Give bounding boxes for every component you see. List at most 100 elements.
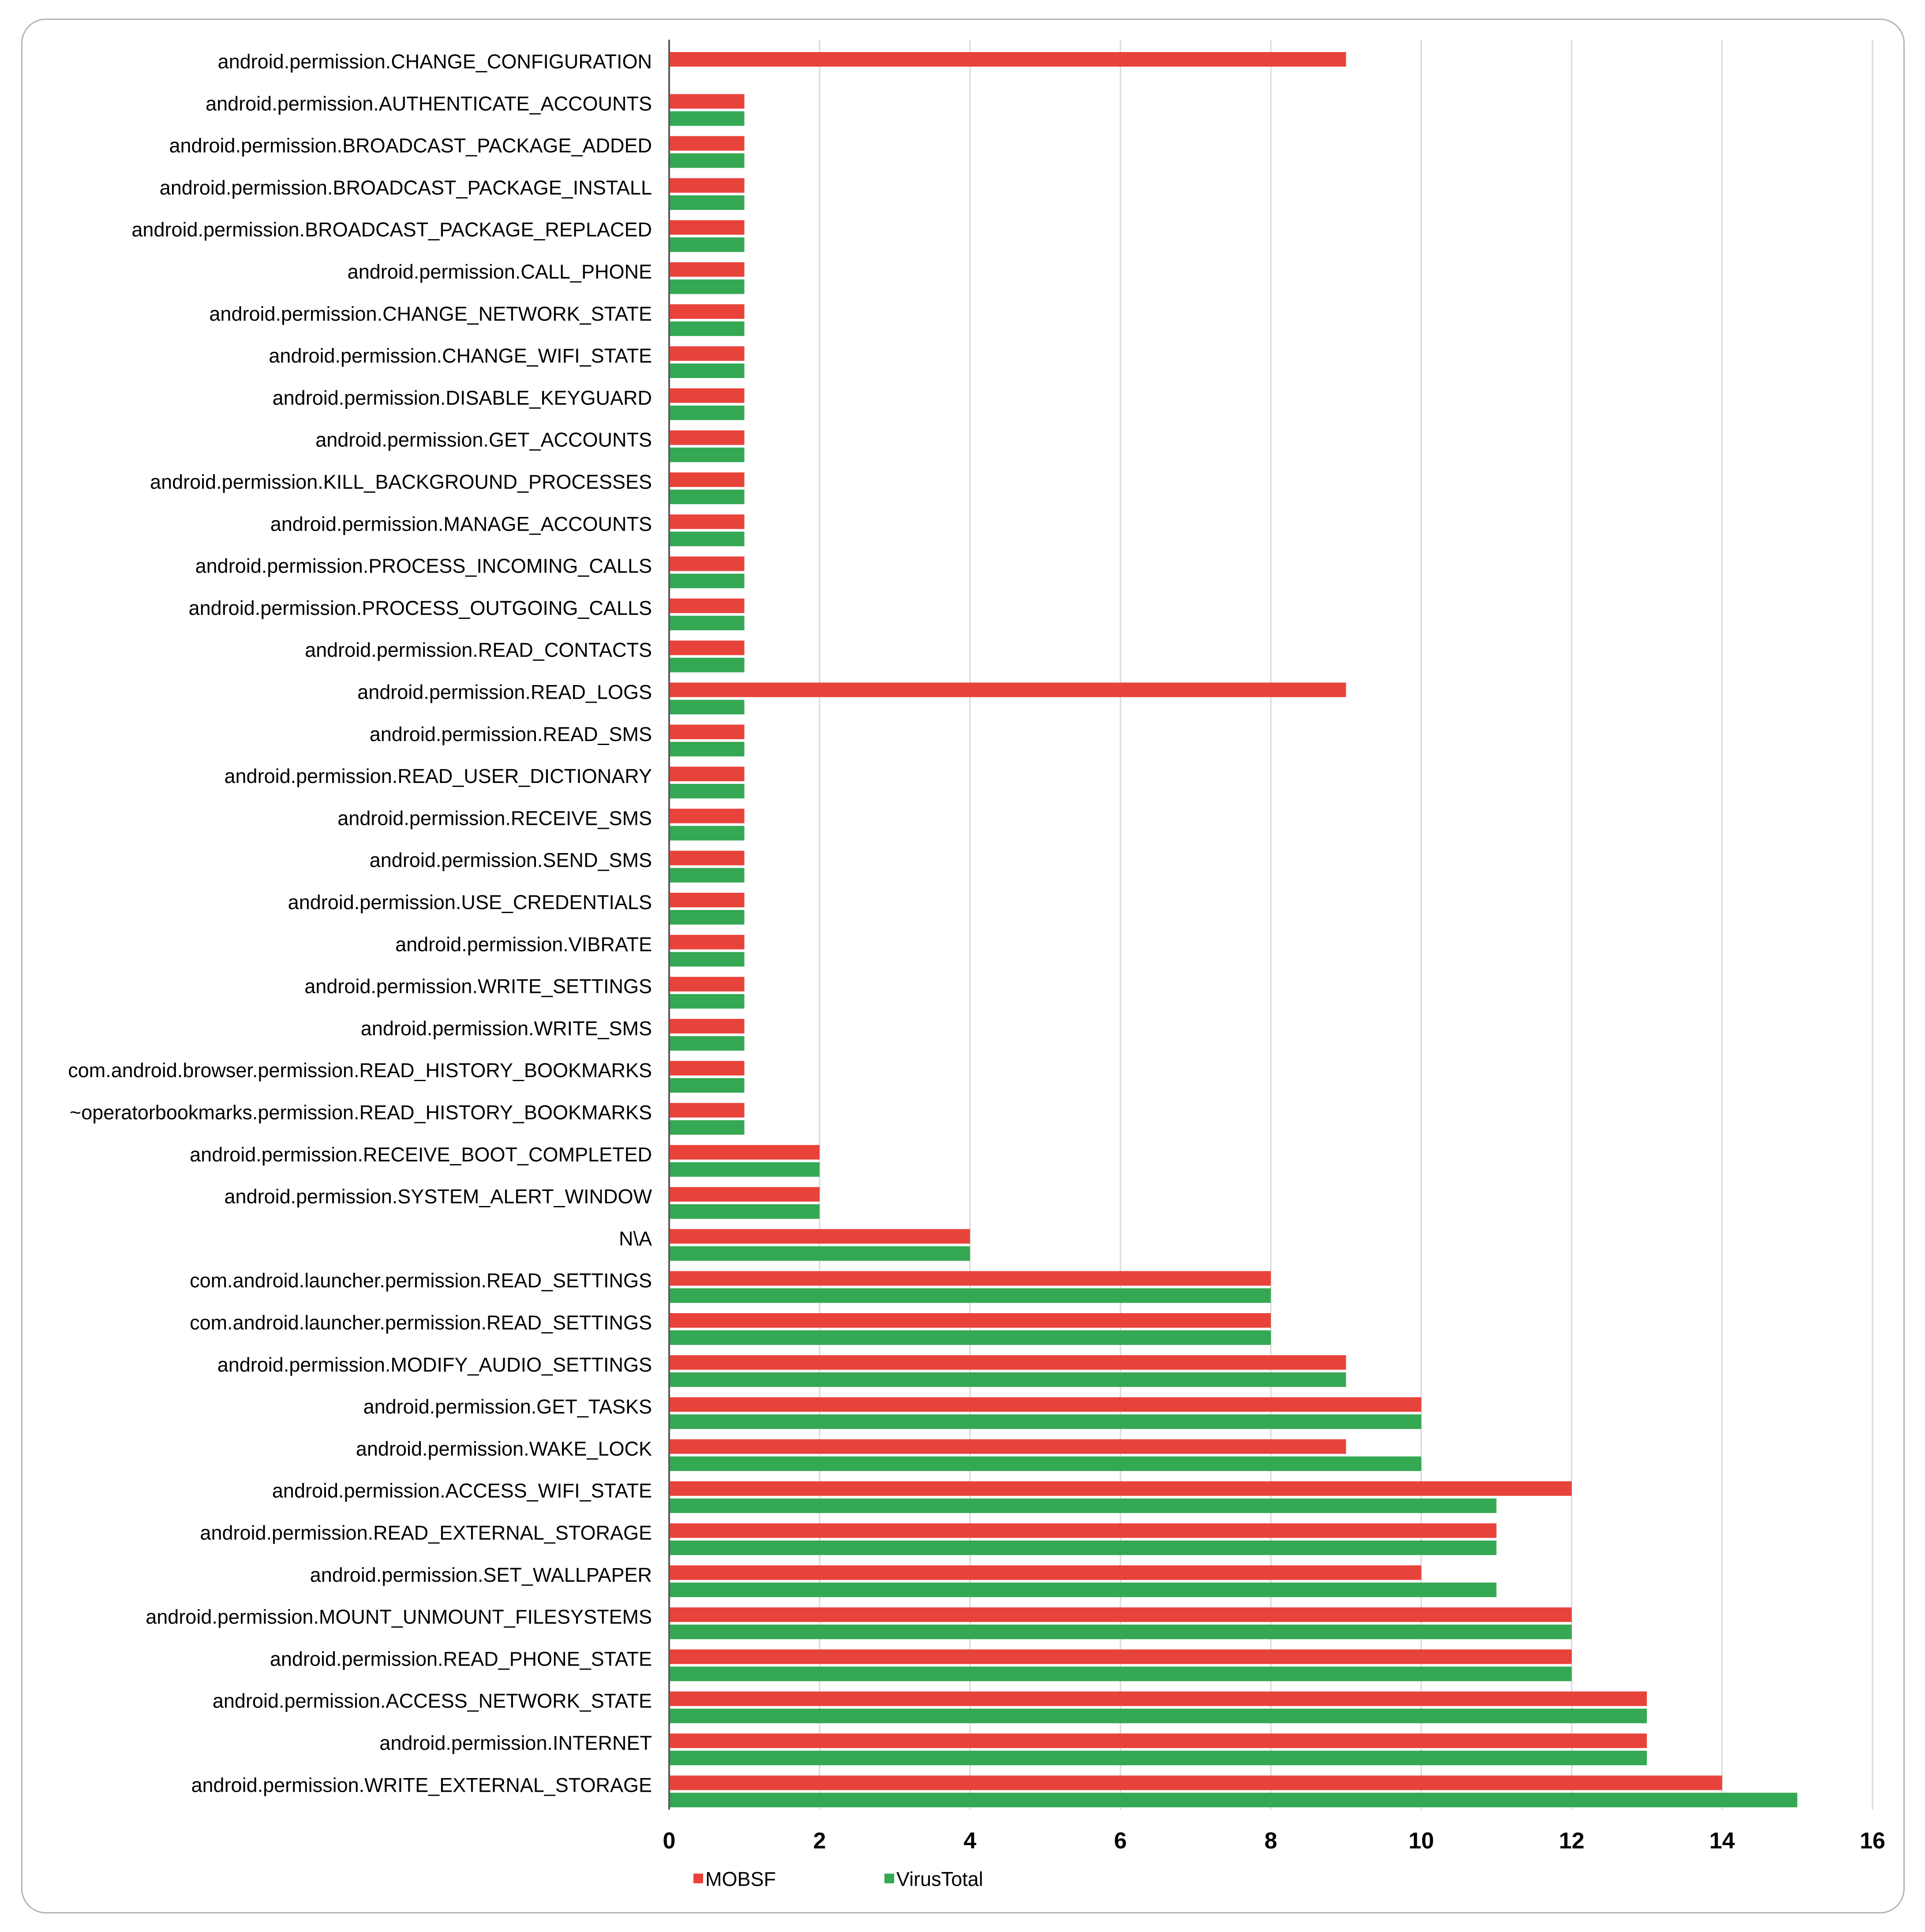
- bar-mobsf: [669, 935, 745, 950]
- category-label: android.permission.WRITE_SMS: [361, 1017, 652, 1040]
- bar-virustotal: [669, 1456, 1421, 1471]
- x-tick-label: 8: [1265, 1828, 1277, 1854]
- bar-mobsf: [669, 514, 745, 529]
- bar-virustotal: [669, 1751, 1647, 1765]
- x-tick-label: 14: [1709, 1828, 1735, 1854]
- category-label: android.permission.DISABLE_KEYGUARD: [273, 386, 652, 409]
- category-label: ~operatorbookmarks.permission.READ_HISTO…: [70, 1101, 652, 1124]
- category-label: android.permission.USE_CREDENTIALS: [288, 891, 652, 914]
- bar-virustotal: [669, 826, 745, 841]
- category-label: android.permission.SYSTEM_ALERT_WINDOW: [225, 1185, 652, 1208]
- category-label: android.permission.BROADCAST_PACKAGE_REP…: [131, 218, 652, 241]
- bar-mobsf: [669, 262, 745, 277]
- bar-virustotal: [669, 447, 745, 462]
- bar-virustotal: [669, 1036, 745, 1051]
- x-tick-label: 10: [1408, 1828, 1434, 1854]
- bar-mobsf: [669, 1649, 1572, 1664]
- bar-virustotal: [669, 1414, 1421, 1429]
- bar-mobsf: [669, 1775, 1722, 1790]
- x-tick-label: 16: [1860, 1828, 1885, 1854]
- bar-mobsf: [669, 472, 745, 487]
- category-label: android.permission.CHANGE_CONFIGURATION: [218, 50, 652, 73]
- bar-mobsf: [669, 767, 745, 782]
- category-label: android.permission.READ_EXTERNAL_STORAGE: [200, 1522, 652, 1544]
- gridlines: [819, 40, 1873, 1810]
- x-tick-label: 0: [663, 1828, 676, 1854]
- category-label: android.permission.RECEIVE_SMS: [337, 807, 652, 829]
- legend: MOBSF VirusTotal: [693, 1868, 983, 1891]
- bar-virustotal: [669, 1078, 745, 1093]
- bar-virustotal: [669, 1288, 1271, 1303]
- chart-frame: [21, 19, 1905, 1913]
- x-tick-label: 6: [1114, 1828, 1127, 1854]
- bar-mobsf: [669, 430, 745, 445]
- bar-virustotal: [669, 952, 745, 967]
- category-label: android.permission.BROADCAST_PACKAGE_ADD…: [169, 135, 652, 157]
- bar-virustotal: [669, 1372, 1346, 1387]
- bar-mobsf: [669, 1439, 1346, 1454]
- bar-mobsf: [669, 1271, 1271, 1286]
- bar-virustotal: [669, 1582, 1497, 1597]
- bar-virustotal: [669, 321, 745, 336]
- category-label: android.permission.READ_PHONE_STATE: [270, 1647, 652, 1670]
- bar-mobsf: [669, 1691, 1647, 1706]
- bar-mobsf: [669, 178, 745, 193]
- bar-virustotal: [669, 1498, 1497, 1513]
- x-tick-label: 4: [964, 1828, 977, 1854]
- bar-virustotal: [669, 237, 745, 252]
- bar-mobsf: [669, 893, 745, 907]
- bar-mobsf: [669, 136, 745, 151]
- bar-mobsf: [669, 1018, 745, 1033]
- x-tick-labels: 0 2 4 6 8 10 12 14 16: [663, 1828, 1885, 1854]
- bar-mobsf: [669, 1355, 1346, 1370]
- category-label: android.permission.READ_USER_DICTIONARY: [225, 765, 652, 787]
- category-label: android.permission.ACCESS_NETWORK_STATE: [213, 1690, 652, 1712]
- bar-mobsf: [669, 1061, 745, 1076]
- bar-mobsf: [669, 304, 745, 319]
- category-label: android.permission.PROCESS_OUTGOING_CALL…: [189, 597, 652, 619]
- bar-mobsf: [669, 1397, 1421, 1412]
- bar-virustotal: [669, 994, 745, 1009]
- bar-mobsf: [669, 598, 745, 613]
- category-label: android.permission.ACCESS_WIFI_STATE: [272, 1479, 652, 1502]
- bar-virustotal: [669, 1666, 1572, 1681]
- bar-mobsf: [669, 1229, 970, 1244]
- bar-virustotal: [669, 615, 745, 630]
- bar-mobsf: [669, 388, 745, 403]
- category-label: android.permission.KILL_BACKGROUND_PROCE…: [150, 471, 652, 493]
- bar-virustotal: [669, 1708, 1647, 1723]
- legend-swatch-mobsf: [693, 1873, 703, 1883]
- category-label: android.permission.BROADCAST_PACKAGE_INS…: [160, 176, 652, 199]
- bar-virustotal: [669, 700, 745, 715]
- category-label: com.android.launcher.permission.READ_SET…: [190, 1311, 652, 1334]
- bar-virustotal: [669, 1540, 1497, 1555]
- bar-virustotal: [669, 363, 745, 378]
- bar-mobsf: [669, 556, 745, 571]
- bar-mobsf: [669, 1565, 1421, 1580]
- bar-virustotal: [669, 490, 745, 504]
- category-label: android.permission.SET_WALLPAPER: [310, 1564, 652, 1586]
- bar-mobsf: [669, 94, 745, 109]
- bar-mobsf: [669, 220, 745, 235]
- category-label: android.permission.CHANGE_NETWORK_STATE: [209, 303, 652, 325]
- category-label: android.permission.GET_ACCOUNTS: [315, 429, 652, 451]
- category-label: android.permission.MANAGE_ACCOUNTS: [270, 513, 652, 535]
- bar-mobsf: [669, 1481, 1572, 1496]
- bars: [669, 52, 1798, 1808]
- category-label: android.permission.WRITE_SETTINGS: [304, 975, 652, 998]
- bar-virustotal: [669, 405, 745, 420]
- category-label: android.permission.AUTHENTICATE_ACCOUNTS: [206, 92, 652, 115]
- category-label: android.permission.CALL_PHONE: [348, 261, 652, 283]
- bar-virustotal: [669, 658, 745, 673]
- bar-virustotal: [669, 1162, 820, 1177]
- category-label: android.permission.GET_TASKS: [363, 1396, 652, 1418]
- bar-mobsf: [669, 52, 1346, 67]
- bar-mobsf: [669, 724, 745, 739]
- bar-virustotal: [669, 1625, 1572, 1640]
- bar-virustotal: [669, 741, 745, 756]
- bar-mobsf: [669, 640, 745, 655]
- x-tick-label: 2: [813, 1828, 826, 1854]
- bar-virustotal: [669, 1793, 1798, 1808]
- bar-virustotal: [669, 279, 745, 294]
